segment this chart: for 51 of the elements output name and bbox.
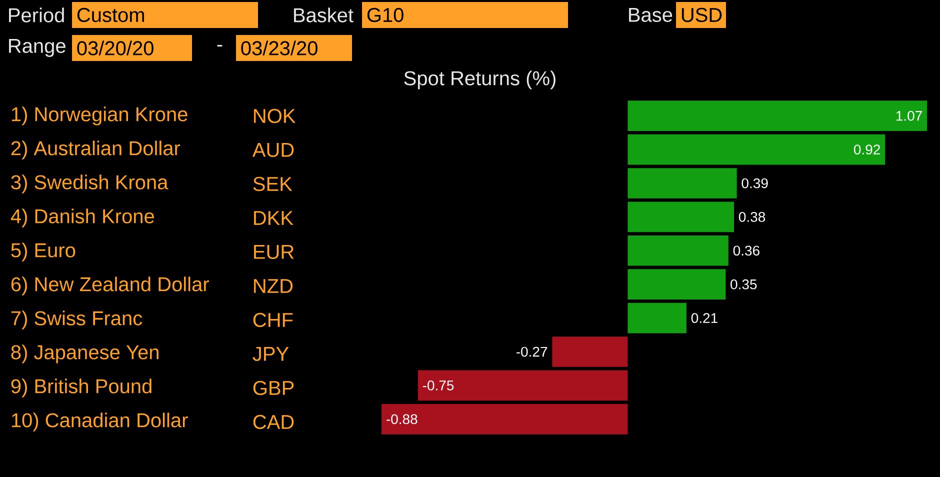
text: JPY [252,347,289,361]
bar [628,134,886,165]
text: USD [682,8,722,22]
y-tick-label: 6) New Zealand Dollar [11,276,209,296]
y-tick-label: 8) Japanese Yen [11,344,158,364]
bar [382,404,628,434]
text: SEK [253,176,292,192]
bar [418,370,628,401]
y-tick-label: 1) Norwegian Krone [12,106,188,126]
text: CHF [253,312,293,328]
y-tick-label: 10) Canadian Dollar [12,412,188,432]
data-label: -0.88 [386,414,418,424]
bar [628,100,928,132]
text: CAD [253,414,294,430]
y-tick-label: 2) Australian Dollar [11,140,180,160]
y-tick-label: 5) Euro [11,242,76,262]
text: Period [9,8,64,22]
text: G10 [367,8,404,22]
text: 03/20/20 [77,40,154,56]
text: DKK [254,211,294,225]
bar [628,235,728,266]
y-tick-label: 4) Danish Krone [10,208,154,228]
data-label: 1.07 [896,110,922,121]
data-label: 0.39 [742,178,768,188]
y-tick-label: 7) Swiss Franc [11,310,142,330]
text: NOK [254,108,296,124]
bar [628,202,734,232]
text: EUR [254,245,294,259]
text: 03/23/20 [241,40,318,56]
bar [628,269,726,300]
data-label: 0.21 [691,313,718,323]
bar [552,336,628,367]
data-label: 0.35 [730,279,757,290]
text: Range [9,39,66,57]
text: Basket [294,8,354,22]
chart-title: Spot Returns (%) [404,70,556,90]
text: NZD [254,279,293,293]
text: - [217,44,222,46]
text: GBP [253,380,294,396]
text: AUD [252,143,294,157]
data-label: 0.36 [733,246,760,256]
bar [628,302,686,334]
data-label: 0.92 [854,144,880,154]
text: Base [629,8,672,22]
data-label: 0.38 [738,212,766,222]
y-tick-label: 3) Swedish Krona [11,174,168,194]
text: Custom [77,8,144,22]
y-tick-label: 9) British Pound [11,378,152,398]
data-label: -0.75 [422,380,454,390]
bar [628,168,737,198]
data-label: -0.27 [516,346,548,357]
